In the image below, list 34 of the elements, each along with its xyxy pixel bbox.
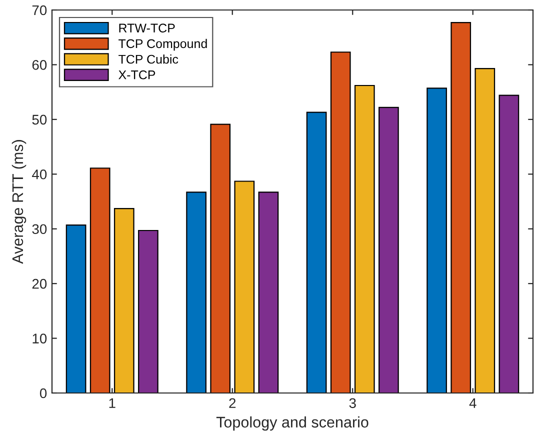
- bar: [186, 192, 206, 393]
- y-tick-label: 0: [40, 388, 47, 398]
- bar: [498, 94, 520, 393]
- y-tick-label: 70: [32, 5, 47, 16]
- bar: [66, 224, 86, 393]
- bar: [474, 68, 496, 393]
- y-tick-label: 10: [32, 334, 47, 344]
- bar: [114, 208, 134, 393]
- bar: [378, 106, 399, 393]
- x-tick-label: 2: [229, 398, 236, 408]
- bar: [450, 22, 472, 393]
- y-tick-label: 30: [32, 224, 47, 234]
- bar: [90, 168, 110, 393]
- y-tick-label: 60: [32, 60, 47, 70]
- bar: [258, 192, 279, 393]
- y-tick-label: 50: [32, 114, 47, 125]
- x-tick-label: 1: [109, 398, 116, 408]
- x-tick-label: 4: [469, 398, 476, 408]
- y-axis-title: Average RTT (ms): [12, 140, 26, 264]
- bar: [306, 112, 327, 393]
- legend-label: TCP Compound: [118, 38, 207, 51]
- x-tick-label: 3: [349, 398, 356, 408]
- y-tick-label: 20: [32, 278, 47, 289]
- bar: [234, 180, 255, 393]
- bar: [210, 124, 231, 393]
- legend-label: X-TCP: [118, 70, 156, 80]
- bar: [138, 230, 158, 393]
- x-axis-title: Topology and scenario: [216, 416, 368, 431]
- bar: [330, 52, 351, 393]
- legend-label: RTW-TCP: [119, 24, 175, 32]
- bar: [426, 88, 447, 393]
- legend-label: TCP Cubic: [118, 54, 178, 64]
- y-tick-label: 40: [32, 169, 47, 180]
- bar: [354, 84, 375, 393]
